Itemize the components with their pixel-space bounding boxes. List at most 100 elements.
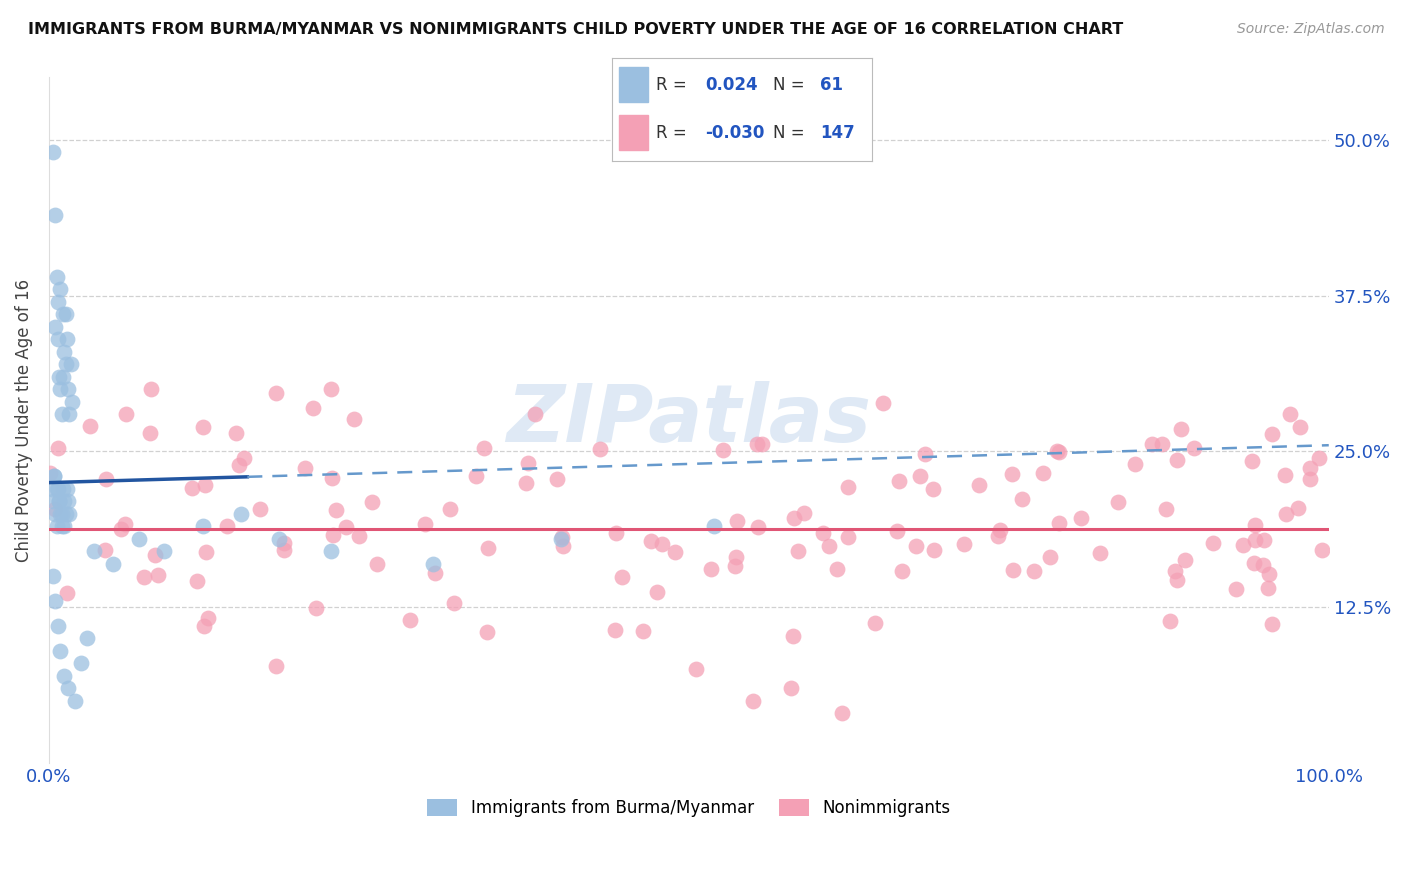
Point — [59, 357, 82, 371]
Point — [53, 494, 76, 508]
Point — [44, 594, 66, 608]
Point — [46, 332, 69, 346]
Point — [366, 557, 388, 571]
Point — [423, 566, 446, 581]
Point — [1253, 533, 1275, 547]
Point — [191, 519, 214, 533]
Point — [44, 507, 66, 521]
Point — [1140, 436, 1163, 450]
Point — [664, 545, 686, 559]
Point — [988, 524, 1011, 538]
Point — [904, 540, 927, 554]
Point — [603, 623, 626, 637]
Point — [49, 382, 72, 396]
Point — [52, 307, 75, 321]
Point — [837, 480, 859, 494]
Point — [46, 482, 69, 496]
Point — [49, 282, 72, 296]
Point — [588, 442, 610, 457]
Point — [335, 519, 357, 533]
Point — [110, 522, 132, 536]
Point — [153, 544, 176, 558]
Point — [58, 407, 80, 421]
Point — [94, 472, 117, 486]
Point — [321, 471, 343, 485]
Point — [472, 442, 495, 456]
Point — [319, 382, 342, 396]
Point — [55, 357, 77, 371]
Point — [872, 396, 894, 410]
Point — [751, 437, 773, 451]
Point — [186, 574, 208, 589]
Point — [191, 419, 214, 434]
Point — [747, 436, 769, 450]
Text: R =: R = — [655, 76, 686, 94]
Point — [1090, 545, 1112, 559]
Point — [550, 532, 572, 546]
Point — [633, 624, 655, 639]
Point — [1279, 407, 1302, 421]
Point — [1011, 492, 1033, 507]
Point — [51, 507, 73, 521]
Point — [42, 494, 65, 508]
Point — [399, 613, 422, 627]
Point — [415, 516, 437, 531]
Point — [53, 344, 76, 359]
Point — [782, 629, 804, 643]
Point — [1275, 508, 1298, 522]
Point — [1243, 556, 1265, 570]
Point — [811, 525, 834, 540]
Point — [725, 514, 748, 528]
Point — [60, 394, 83, 409]
Point — [45, 482, 67, 496]
Point — [1070, 511, 1092, 525]
Point — [145, 548, 167, 562]
Text: IMMIGRANTS FROM BURMA/MYANMAR VS NONIMMIGRANTS CHILD POVERTY UNDER THE AGE OF 16: IMMIGRANTS FROM BURMA/MYANMAR VS NONIMMI… — [28, 22, 1123, 37]
Point — [55, 507, 77, 521]
Point — [1002, 562, 1025, 576]
Point — [1261, 616, 1284, 631]
Point — [1047, 516, 1070, 531]
Text: ZIPatlas: ZIPatlas — [506, 381, 872, 459]
Point — [305, 601, 328, 615]
Point — [55, 307, 77, 321]
Point — [477, 541, 499, 556]
Point — [217, 519, 239, 533]
Point — [1241, 454, 1264, 468]
Point — [837, 530, 859, 544]
Bar — [620, 115, 648, 150]
Point — [1257, 581, 1279, 595]
Point — [700, 562, 723, 576]
Point — [56, 332, 79, 346]
Point — [56, 681, 79, 696]
Point — [747, 520, 769, 534]
Point — [1164, 564, 1187, 578]
Point — [1152, 436, 1174, 450]
Point — [524, 407, 547, 421]
Point — [49, 644, 72, 658]
Point — [301, 401, 323, 415]
Point — [422, 557, 444, 571]
Point — [783, 511, 806, 525]
Text: N =: N = — [773, 76, 804, 94]
Point — [1046, 443, 1069, 458]
Point — [1308, 451, 1330, 466]
Point — [194, 544, 217, 558]
Point — [58, 507, 80, 521]
Point — [645, 585, 668, 599]
Point — [42, 469, 65, 483]
Point — [193, 618, 215, 632]
Point — [45, 269, 67, 284]
Point — [953, 537, 976, 551]
Point — [1299, 461, 1322, 475]
Point — [53, 669, 76, 683]
Point — [967, 477, 990, 491]
Point — [889, 475, 911, 489]
Point — [44, 502, 66, 516]
Point — [605, 525, 627, 540]
Point — [1286, 501, 1309, 516]
Point — [793, 506, 815, 520]
Point — [886, 524, 908, 539]
Point — [1310, 543, 1333, 558]
Point — [94, 542, 117, 557]
